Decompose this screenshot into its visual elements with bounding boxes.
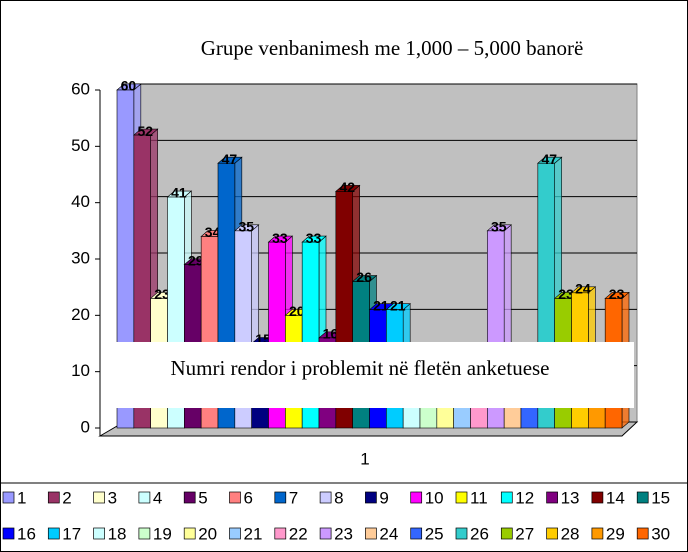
data-label: 24	[575, 281, 591, 297]
legend-swatch	[229, 491, 241, 504]
legend-label: 8	[334, 488, 343, 507]
legend-label: 3	[108, 488, 117, 507]
legend-swatch	[2, 527, 15, 540]
legend-swatch	[410, 491, 423, 504]
data-label: 42	[339, 179, 355, 195]
data-label: 26	[356, 269, 372, 285]
label-box	[104, 342, 634, 408]
legend-label: 25	[425, 524, 444, 543]
data-label: 23	[558, 286, 574, 302]
data-label: 20	[289, 303, 305, 319]
legend-label: 30	[651, 524, 670, 543]
legend-swatch	[365, 527, 377, 540]
data-label: 16	[323, 326, 339, 342]
legend-label: 4	[153, 488, 162, 507]
data-label: 35	[238, 219, 254, 235]
legend-label: 19	[153, 524, 172, 543]
legend-label: 7	[289, 488, 298, 507]
legend-label: 28	[561, 524, 580, 543]
legend-swatch	[410, 527, 423, 540]
data-label: 33	[306, 230, 322, 246]
legend-swatch	[546, 527, 558, 540]
legend-swatch	[2, 491, 15, 504]
legend-label: 22	[289, 524, 308, 543]
legend-swatch	[455, 491, 468, 504]
legend-label: 13	[561, 488, 580, 507]
legend-swatch	[138, 527, 151, 540]
data-label: 34	[205, 224, 221, 240]
legend-swatch	[636, 491, 649, 504]
y-tick-label: 50	[71, 136, 90, 155]
legend-swatch	[274, 527, 287, 540]
data-label: 33	[272, 230, 288, 246]
data-label: 41	[171, 185, 187, 201]
legend-label: 23	[334, 524, 353, 543]
legend-label: 29	[606, 524, 625, 543]
legend-label: 6	[244, 488, 253, 507]
data-label: 35	[491, 219, 507, 235]
legend-swatch	[500, 527, 513, 540]
y-tick-label: 30	[71, 248, 90, 267]
chart-title: Grupe venbanimesh me 1,000 – 5,000 banor…	[201, 36, 584, 60]
legend-label: 9	[379, 488, 388, 507]
legend-label: 2	[62, 488, 71, 507]
legend-swatch	[183, 527, 196, 540]
legend-label: 14	[606, 488, 625, 507]
y-tick-label: 60	[71, 79, 90, 98]
legend-label: 16	[17, 524, 36, 543]
x-axis-label: Numri rendor i problemit në fletën anket…	[170, 356, 549, 380]
legend-swatch	[591, 527, 604, 540]
data-label: 47	[222, 151, 238, 167]
legend-swatch	[93, 491, 105, 504]
legend-label: 1	[17, 488, 26, 507]
legend-label: 21	[244, 524, 263, 543]
legend-label: 18	[108, 524, 127, 543]
legend-swatch	[365, 491, 377, 504]
legend-swatch	[636, 527, 649, 540]
legend-label: 11	[470, 488, 488, 507]
data-label: 60	[121, 78, 137, 94]
legend-label: 26	[470, 524, 489, 543]
legend-swatch	[47, 527, 60, 540]
legend-label: 24	[379, 524, 398, 543]
y-tick-label: 20	[71, 305, 90, 324]
y-tick-label: 40	[71, 192, 90, 211]
legend-swatch	[47, 491, 60, 504]
data-label: 21	[373, 297, 389, 313]
data-label: 21	[390, 297, 406, 313]
legend-swatch	[319, 491, 332, 504]
legend-label: 10	[425, 488, 444, 507]
y-tick-label: 10	[71, 361, 90, 380]
legend-label: 17	[62, 524, 81, 543]
y-tick-label: 0	[81, 417, 90, 436]
legend-swatch	[274, 491, 287, 504]
data-label: 23	[154, 286, 170, 302]
legend-label: 15	[651, 488, 670, 507]
legend-swatch	[546, 491, 558, 504]
legend-swatch	[183, 491, 196, 504]
legend-label: 27	[515, 524, 534, 543]
legend-swatch	[455, 527, 468, 540]
legend-swatch	[138, 491, 151, 504]
legend-swatch	[500, 491, 513, 504]
legend-swatch	[229, 527, 241, 540]
legend-swatch	[93, 527, 105, 540]
legend-label: 5	[198, 488, 207, 507]
legend-label: 12	[515, 488, 534, 507]
legend-swatch	[319, 527, 332, 540]
x-tick-label: 1	[360, 449, 369, 468]
legend-swatch	[591, 491, 604, 504]
data-label: 52	[137, 123, 153, 139]
data-label: 23	[609, 286, 625, 302]
data-label: 29	[188, 252, 204, 268]
legend-label: 20	[198, 524, 217, 543]
data-label: 47	[541, 151, 557, 167]
